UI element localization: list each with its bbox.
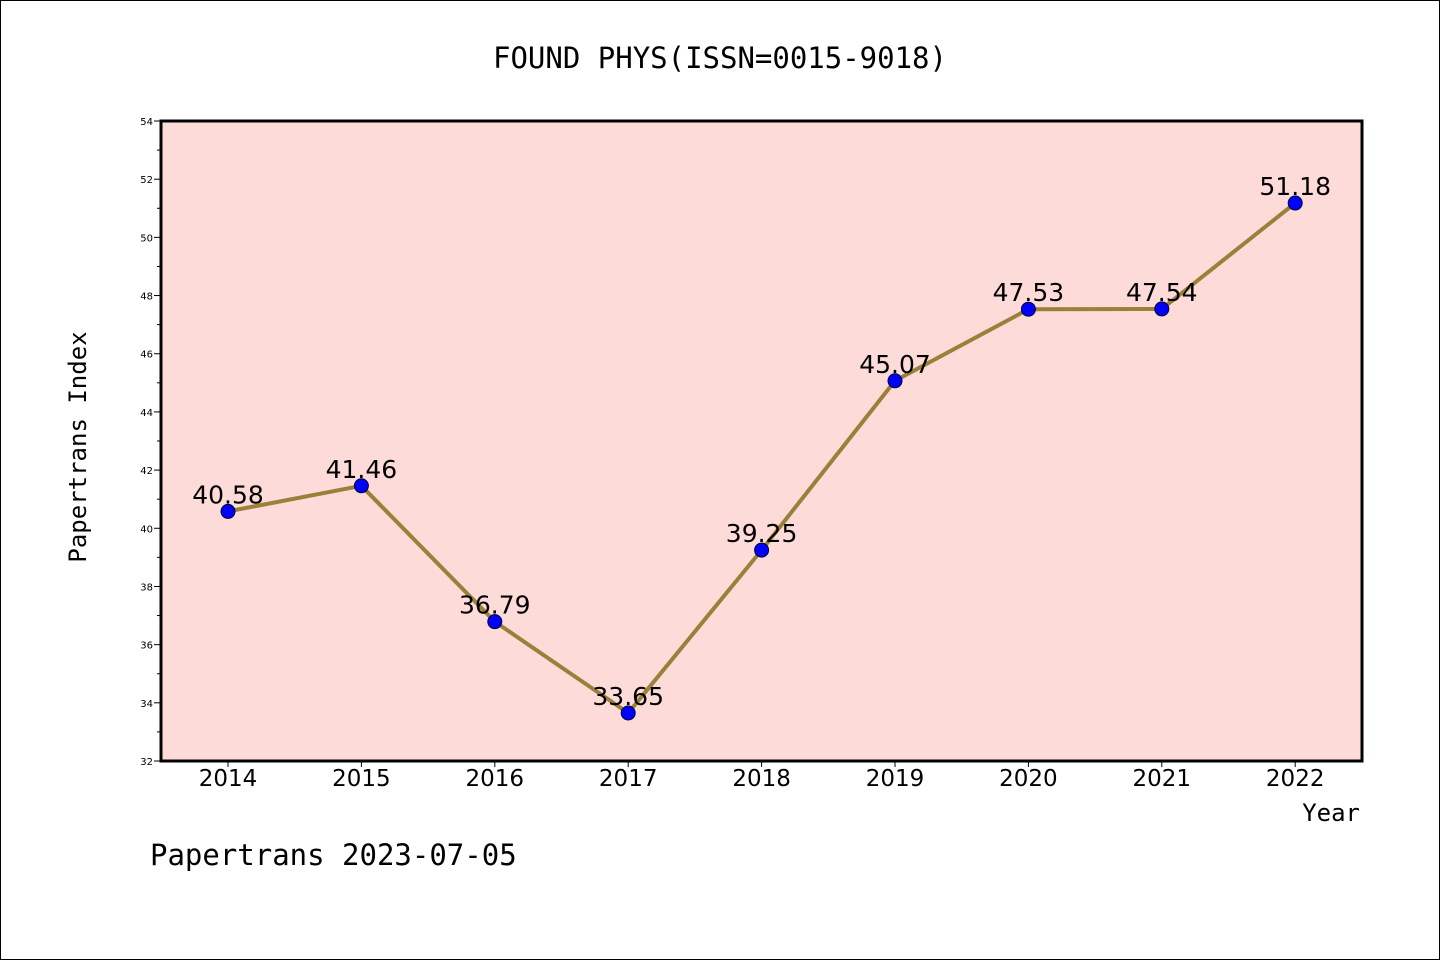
x-axis: 2014 2015 2016 2017 2018 2019 2020 2021 2022 xyxy=(199,761,1325,792)
y-tick-label: 36 xyxy=(140,641,153,652)
data-label: 39.25 xyxy=(726,519,798,548)
data-label: 40.58 xyxy=(192,480,264,509)
data-label: 47.54 xyxy=(1126,278,1198,307)
y-tick-label: 38 xyxy=(140,582,153,593)
y-tick-label: 52 xyxy=(140,175,153,186)
data-point-marker xyxy=(1020,301,1036,317)
x-tick-label: 2015 xyxy=(332,766,391,792)
x-tick-label: 2016 xyxy=(466,766,525,792)
data-point-marker xyxy=(754,542,770,558)
data-point-marker xyxy=(620,705,636,721)
x-tick-label: 2021 xyxy=(1133,766,1192,792)
data-label: 45.07 xyxy=(859,350,931,379)
chart-title: FOUND PHYS(ISSN=0015-9018) xyxy=(493,41,947,75)
y-tick-label: 44 xyxy=(140,408,153,419)
y-tick-label: 34 xyxy=(140,699,153,710)
data-label-layer: 40.58 41.46 36.79 33.65 39.25 45.07 47.53 47.54… xyxy=(192,172,1331,711)
data-label: 47.53 xyxy=(993,278,1065,307)
data-point-marker xyxy=(487,614,503,630)
y-tick-label: 40 xyxy=(140,524,153,535)
data-label: 41.46 xyxy=(326,455,398,484)
x-tick-label: 2022 xyxy=(1266,766,1325,792)
y-tick-label: 42 xyxy=(140,466,153,477)
x-tick-label: 2019 xyxy=(866,766,925,792)
data-point-marker xyxy=(220,503,236,519)
x-tick-label: 2020 xyxy=(999,766,1058,792)
data-point-marker xyxy=(353,478,369,494)
x-tick-label: 2014 xyxy=(199,766,258,792)
data-point-marker xyxy=(1287,195,1303,211)
y-tick-label: 32 xyxy=(140,757,153,768)
data-label: 36.79 xyxy=(459,591,531,620)
x-tick-label: 2017 xyxy=(599,766,658,792)
y-axis: 32 34 36 38 40 42 44 46 48 50 52 54 xyxy=(140,117,161,768)
data-point-marker xyxy=(887,373,903,389)
data-point-marker xyxy=(1154,301,1170,317)
data-label: 33.65 xyxy=(592,682,664,711)
plot-area xyxy=(159,119,1364,763)
y-tick-label: 50 xyxy=(140,233,153,244)
footer-date: Papertrans 2023-07-05 xyxy=(150,838,517,872)
series-layer xyxy=(220,195,1303,721)
y-axis-label: Papertrans Index xyxy=(64,331,92,562)
x-tick-label: 2018 xyxy=(732,766,791,792)
y-tick-label: 46 xyxy=(140,350,153,361)
x-axis-label: Year xyxy=(1302,799,1360,827)
y-tick-label: 48 xyxy=(140,292,153,303)
y-tick-label: 54 xyxy=(140,117,153,128)
data-label: 51.18 xyxy=(1259,172,1331,201)
